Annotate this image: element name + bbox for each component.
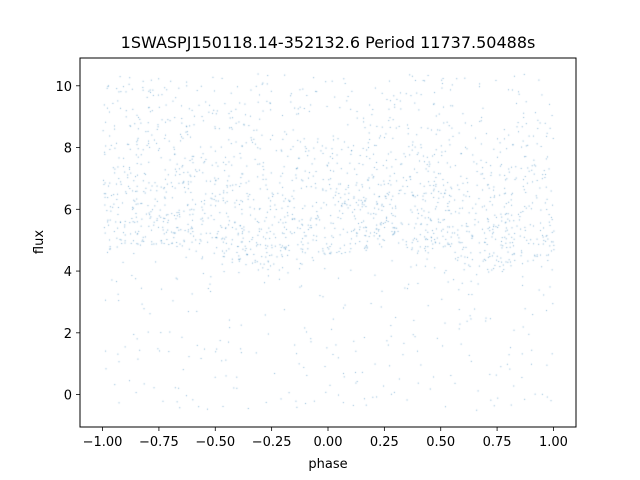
x-tick-label: −0.75 [139,435,179,450]
x-tick-label: 0.00 [314,435,343,450]
y-axis-label: flux [32,230,47,254]
scatter-points [80,58,576,427]
x-axis: −1.00 −0.75 −0.50 −0.25 0.00 0.25 0.50 0.75 1.00 [83,427,568,450]
y-tick-label: 0 [64,389,72,404]
y-axis: 0 2 4 6 8 10 [55,80,80,404]
y-tick-label: 4 [64,265,72,280]
x-tick-label: 1.00 [539,435,568,450]
x-tick-label: −0.50 [195,435,235,450]
x-tick-label: −0.25 [252,435,292,450]
y-tick-label: 10 [55,80,72,95]
y-tick-label: 6 [64,203,72,218]
x-tick-label: 0.50 [426,435,455,450]
x-tick-label: 0.25 [370,435,399,450]
x-axis-label: phase [308,457,347,472]
scatter-point-cloud [80,58,576,427]
chart-title: 1SWASPJ150118.14-352132.6 Period 11737.5… [121,33,536,52]
x-tick-label: −1.00 [83,435,123,450]
y-tick-label: 2 [64,327,72,342]
y-tick-label: 8 [64,142,72,157]
x-tick-label: 0.75 [483,435,512,450]
